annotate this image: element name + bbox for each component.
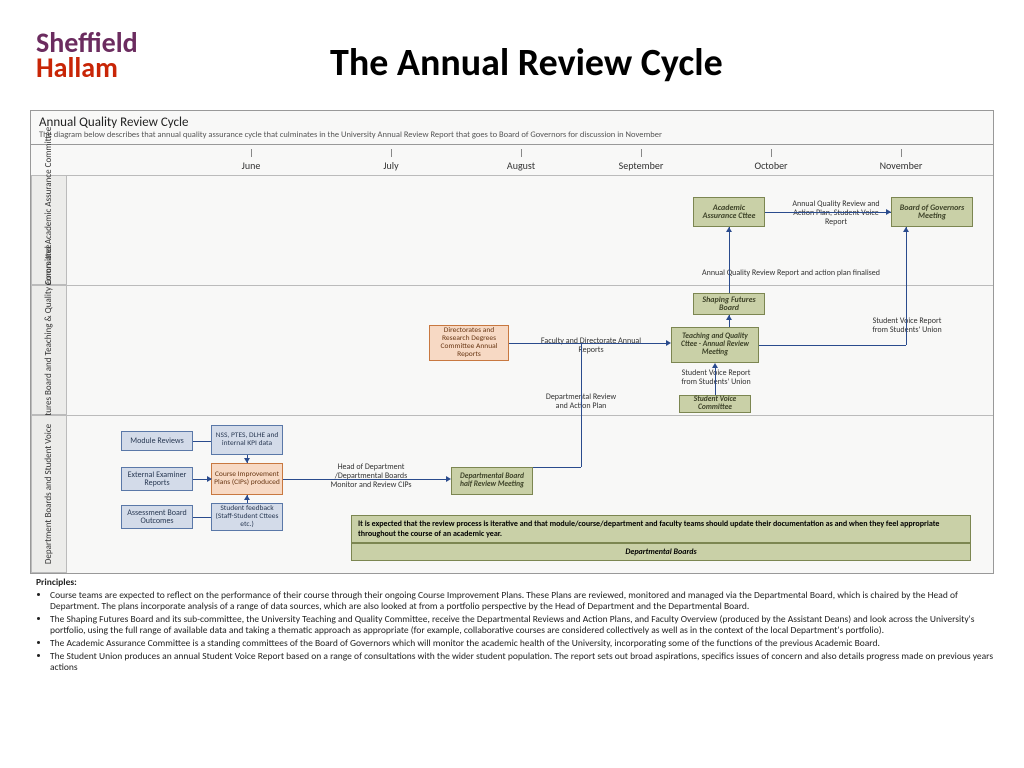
lane-label-dept: Department Boards and Student Voice: [31, 415, 67, 573]
arrow: [729, 227, 730, 293]
arrow: [715, 365, 716, 395]
node-ext-examiner: External Examiner Reports: [121, 467, 193, 491]
arrow: [509, 343, 669, 344]
label-hod-monitor: Head of Department /Departmental Boards …: [321, 463, 421, 489]
arrow: [193, 517, 211, 518]
month-tick: [641, 149, 642, 157]
month-tick: [391, 149, 392, 157]
arrow-head: [666, 340, 671, 346]
node-student-feedback: Student feedback (Staff-Student Cttees e…: [211, 503, 283, 531]
label-aqr-plan: Annual Quality Review and Action Plan, S…: [791, 200, 881, 226]
arrow-head: [207, 476, 212, 482]
label-faculty-reports: Faculty and Directorate Annual Reports: [531, 337, 651, 355]
node-cips: Course Improvement Plans (CIPs) produced: [211, 463, 283, 495]
principle-item: The Student Union produces an annual Stu…: [50, 651, 994, 673]
principles-section: Principles: Course teams are expected to…: [36, 576, 994, 674]
arrow: [759, 345, 906, 346]
node-shaping-futures: Shaping Futures Board: [693, 293, 765, 315]
arrow-head: [726, 227, 732, 232]
month-label: August: [507, 159, 535, 172]
principle-item: Course teams are expected to reflect on …: [50, 590, 994, 612]
arrow: [906, 227, 907, 345]
node-bog-meeting: Board of Governors Meeting: [891, 197, 973, 227]
principle-item: The Academic Assurance Committee is a st…: [50, 638, 994, 649]
node-assessment-outcomes: Assessment Board Outcomes: [121, 505, 193, 529]
arrow: [533, 467, 581, 468]
node-directorates: Directorates and Research Degrees Commit…: [429, 325, 509, 361]
logo: Sheffield Hallam: [36, 30, 138, 80]
lane-divider: [67, 415, 993, 416]
node-module-reviews: Module Reviews: [121, 431, 193, 451]
month-label: June: [242, 159, 261, 172]
principles-heading: Principles:: [36, 576, 994, 588]
label-sv-report2: Student Voice Report from Students' Unio…: [681, 369, 751, 387]
month-label: September: [619, 159, 664, 172]
arrow: [765, 212, 891, 213]
arrow: [581, 343, 582, 467]
arrow-head: [244, 495, 250, 500]
panel-subtitle: The diagram below describes that annual …: [39, 130, 985, 140]
arrow-head: [726, 315, 732, 320]
month-tick: [771, 149, 772, 157]
arrow-head: [886, 209, 891, 215]
panel-title: Annual Quality Review Cycle: [39, 115, 985, 130]
label-sv-report1: Student Voice Report from Students' Unio…: [871, 317, 943, 335]
lane-label-sfb: Shaping Futures Board and Teaching & Qua…: [31, 285, 67, 415]
lane-divider: [67, 175, 993, 176]
arrow-head: [712, 363, 718, 368]
node-dept-half-review: Departmental Board half Review Meeting: [451, 467, 533, 495]
principle-item: The Shaping Futures Board and its sub-co…: [50, 614, 994, 636]
month-tick: [521, 149, 522, 157]
diagram-panel: Annual Quality Review Cycle The diagram …: [30, 110, 994, 574]
arrow: [193, 441, 211, 442]
month-label: July: [383, 159, 398, 172]
panel-header: Annual Quality Review Cycle The diagram …: [31, 111, 993, 145]
label-aqr-finalised: Annual Quality Review Report and action …: [691, 269, 891, 278]
month-tick: [901, 149, 902, 157]
banner-iterative: It is expected that the review process i…: [351, 515, 971, 543]
arrow-head: [446, 476, 451, 482]
node-sv-committee: Student Voice Committee: [679, 395, 751, 413]
node-academic-assurance: Academic Assurance Cttee: [693, 197, 765, 227]
banner-dept-boards: Departmental Boards: [351, 543, 971, 561]
page-title: The Annual Review Cycle: [330, 40, 723, 86]
node-nss-data: NSS, PTES, DLHE and internal KPI data: [211, 425, 283, 455]
lane-divider: [67, 285, 993, 286]
arrow: [283, 479, 449, 480]
arrow-head: [244, 458, 250, 463]
month-label: October: [754, 159, 787, 172]
month-label: November: [880, 159, 923, 172]
node-tqc-meeting: Teaching and Quality Cttee - Annual Revi…: [671, 327, 759, 363]
swimlane-chart: June July August September October Novem…: [31, 145, 993, 573]
month-tick: [251, 149, 252, 157]
arrow-head: [903, 227, 909, 232]
principles-list: Course teams are expected to reflect on …: [36, 590, 994, 672]
